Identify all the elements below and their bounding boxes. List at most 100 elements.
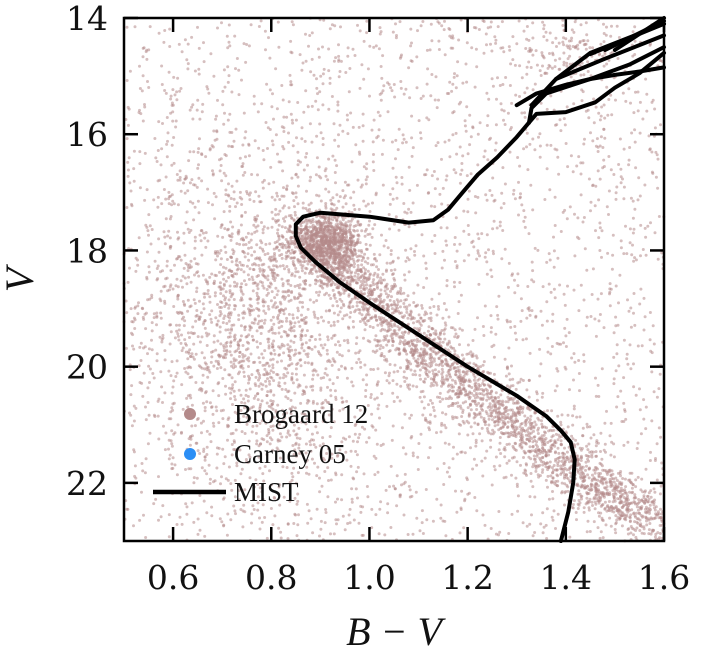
- star-point: [638, 131, 642, 135]
- star-point: [200, 110, 204, 114]
- star-point: [289, 322, 293, 326]
- star-point: [395, 196, 399, 200]
- star-point: [418, 529, 422, 533]
- star-point: [237, 417, 241, 421]
- star-point: [428, 306, 432, 310]
- star-point: [602, 326, 606, 330]
- star-point: [187, 231, 191, 234]
- star-point: [570, 28, 574, 32]
- star-point: [427, 118, 431, 122]
- star-point: [129, 393, 133, 397]
- star-point: [240, 430, 244, 434]
- star-point: [132, 419, 136, 423]
- star-point: [223, 85, 227, 89]
- star-point: [474, 47, 478, 51]
- star-point: [282, 309, 286, 312]
- star-point: [526, 285, 530, 288]
- star-point: [630, 253, 634, 257]
- star-point: [309, 221, 313, 225]
- star-point: [215, 367, 219, 370]
- star-point: [164, 197, 168, 201]
- star-point: [614, 522, 618, 526]
- star-point: [359, 510, 363, 514]
- star-point: [359, 360, 362, 364]
- star-point: [216, 319, 220, 323]
- star-point: [333, 283, 337, 286]
- star-point: [296, 284, 300, 287]
- star-point: [609, 93, 613, 97]
- star-point: [302, 373, 306, 377]
- star-point: [271, 345, 274, 349]
- star-point: [227, 144, 231, 148]
- star-point: [503, 123, 507, 126]
- star-point: [137, 364, 141, 368]
- star-point: [304, 32, 307, 36]
- star-point: [202, 419, 205, 423]
- star-point: [344, 71, 348, 74]
- star-point: [222, 277, 226, 281]
- star-point: [480, 459, 484, 463]
- star-point: [252, 308, 255, 312]
- star-point: [404, 87, 408, 91]
- star-point: [628, 227, 632, 231]
- star-point: [305, 329, 309, 333]
- star-point: [443, 441, 447, 445]
- star-point: [234, 512, 237, 516]
- star-point: [170, 467, 174, 471]
- star-point: [270, 255, 274, 259]
- star-point: [143, 312, 147, 316]
- star-point: [412, 291, 416, 295]
- star-point: [398, 493, 402, 497]
- star-point: [579, 161, 583, 165]
- star-point: [203, 367, 207, 371]
- star-point: [243, 406, 246, 410]
- star-point: [300, 313, 303, 317]
- star-point: [287, 288, 290, 292]
- star-point: [451, 34, 455, 38]
- star-point: [551, 497, 555, 501]
- star-point: [255, 329, 259, 333]
- star-point: [248, 198, 252, 202]
- star-point: [523, 115, 527, 119]
- star-point: [408, 188, 412, 192]
- star-point: [245, 264, 249, 268]
- star-point: [204, 278, 208, 282]
- star-point: [157, 31, 161, 35]
- star-point: [659, 435, 663, 439]
- star-point: [265, 536, 269, 540]
- star-point: [455, 249, 459, 253]
- star-point: [317, 165, 321, 169]
- star-point: [422, 254, 426, 258]
- star-point: [445, 174, 449, 178]
- star-point: [583, 247, 587, 251]
- star-point: [315, 299, 319, 303]
- star-point: [228, 284, 232, 288]
- star-point: [211, 173, 215, 177]
- star-point: [492, 355, 496, 359]
- star-point: [402, 482, 406, 486]
- star-point: [236, 347, 240, 351]
- star-point: [327, 69, 331, 73]
- star-point: [429, 399, 433, 402]
- star-point: [240, 78, 243, 82]
- star-point: [457, 102, 461, 106]
- star-point: [410, 494, 414, 498]
- star-point: [392, 400, 396, 403]
- star-point: [186, 405, 190, 409]
- star-point: [598, 536, 602, 540]
- star-point: [617, 364, 621, 368]
- star-point: [202, 447, 206, 451]
- star-point: [638, 408, 642, 412]
- star-point: [222, 122, 226, 126]
- star-point: [169, 330, 173, 334]
- star-point: [253, 230, 257, 234]
- star-point: [365, 175, 369, 179]
- star-point: [212, 191, 216, 195]
- star-point: [171, 385, 175, 389]
- star-point: [362, 165, 366, 169]
- star-point: [610, 267, 614, 271]
- star-point: [364, 389, 368, 392]
- star-point: [307, 509, 311, 513]
- star-point: [568, 205, 572, 209]
- star-point: [622, 443, 626, 447]
